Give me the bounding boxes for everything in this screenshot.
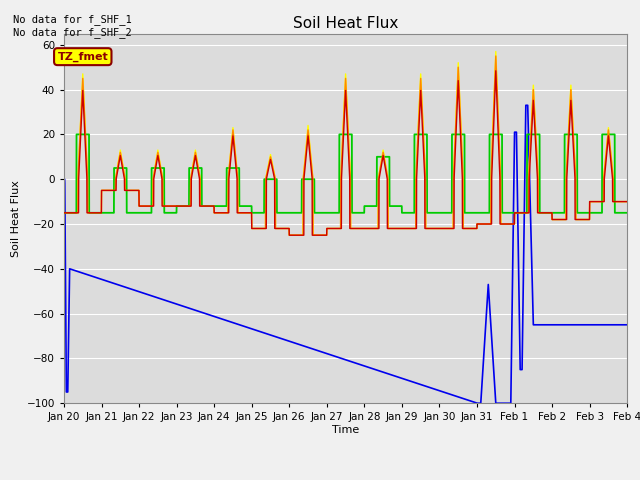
Title: Soil Heat Flux: Soil Heat Flux: [293, 16, 398, 31]
Text: TZ_fmet: TZ_fmet: [58, 51, 108, 62]
Text: No data for f_SHF_1
No data for f_SHF_2: No data for f_SHF_1 No data for f_SHF_2: [13, 14, 132, 38]
Y-axis label: Soil Heat Flux: Soil Heat Flux: [11, 180, 21, 257]
X-axis label: Time: Time: [332, 425, 359, 435]
